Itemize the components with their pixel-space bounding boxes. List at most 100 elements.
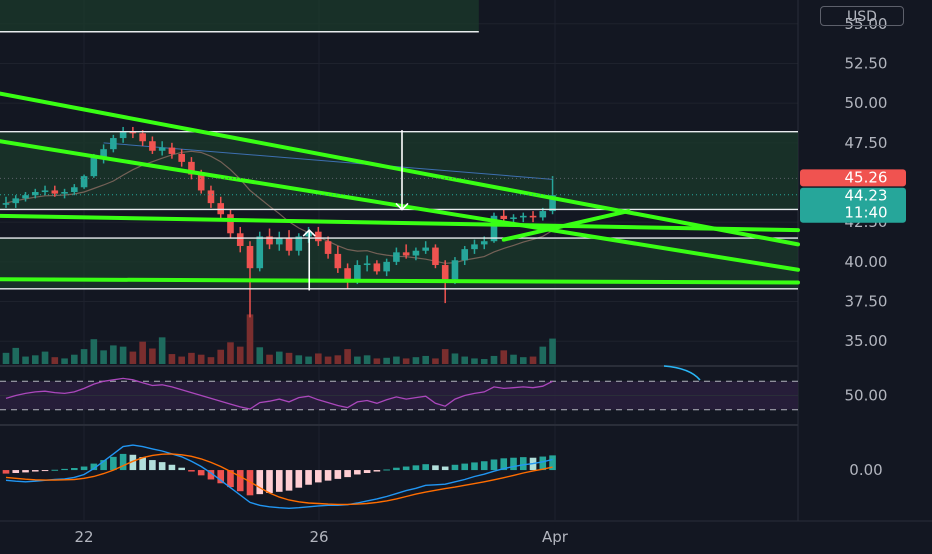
candle-body — [129, 131, 137, 134]
arrow-down-head — [395, 202, 409, 211]
macd-histogram-bar — [471, 462, 478, 471]
macd-histogram-bar — [12, 470, 20, 473]
price-tick-label: 50.00 — [845, 94, 888, 112]
rsi-overflow-stroke — [663, 365, 701, 381]
volume-bar — [236, 346, 244, 364]
macd-histogram-bar — [500, 458, 508, 471]
volume-bar — [227, 342, 234, 364]
volume-bar — [256, 347, 264, 364]
macd-histogram-bar — [90, 463, 98, 471]
volume-bar — [12, 347, 20, 364]
macd-histogram-bar — [510, 457, 517, 471]
arrow-up-head — [302, 228, 316, 237]
candle-body — [90, 157, 98, 177]
candle-body — [61, 192, 68, 194]
candle-body — [393, 252, 400, 262]
volume-bar — [71, 354, 78, 364]
candle-body — [139, 133, 146, 142]
volume-bar — [529, 356, 537, 364]
volume-bar — [266, 354, 273, 364]
high-price-badge — [800, 169, 906, 187]
candle-body — [207, 190, 215, 204]
rsi-line — [5, 377, 553, 410]
candle-body — [334, 253, 342, 269]
trend-line — [0, 277, 800, 285]
macd-histogram-bar — [207, 470, 215, 480]
volume-bar — [344, 349, 351, 364]
volume-bar — [441, 349, 449, 364]
candle-body — [519, 215, 527, 218]
candle-body — [31, 192, 39, 196]
volume-bar — [207, 357, 215, 364]
candle-body — [275, 238, 283, 245]
macd-histogram-bar — [139, 457, 146, 471]
candle-body — [12, 198, 20, 204]
macd-histogram-bar — [236, 470, 244, 492]
candle-body — [2, 203, 10, 205]
macd-histogram-bar — [490, 459, 498, 471]
volume-bar — [334, 355, 342, 364]
candle-body — [285, 238, 293, 251]
volume-bar — [402, 358, 410, 364]
candle-body — [373, 263, 381, 272]
candle-body — [80, 176, 88, 188]
currency-badge[interactable]: USD — [820, 6, 904, 26]
macd-histogram-bar — [119, 453, 127, 471]
macd-tick-label: 0.00 — [849, 461, 882, 479]
candle-body — [383, 261, 390, 272]
macd-histogram-bar — [178, 467, 185, 471]
volume-bar — [22, 356, 29, 364]
rsi-tick-label: 50.00 — [845, 387, 888, 405]
candle-body — [549, 195, 556, 212]
macd-histogram-bar — [412, 465, 420, 471]
macd-histogram-bar — [549, 455, 556, 471]
volume-bar — [188, 352, 195, 364]
volume-bar — [490, 355, 498, 364]
price-tick-label: 52.50 — [845, 54, 888, 72]
macd-histogram-bar — [275, 470, 283, 492]
candle-body — [188, 161, 195, 175]
last-price-badge — [800, 187, 906, 223]
candle-body — [480, 241, 488, 245]
high-price-label: 45.26 — [845, 168, 888, 186]
macd-histogram-bar — [227, 470, 234, 488]
macd-histogram-bar — [393, 467, 400, 471]
volume-bar — [2, 352, 10, 364]
volume-bar — [80, 349, 88, 364]
volume-bar — [500, 350, 508, 364]
candle-body — [344, 268, 351, 280]
candle-body — [246, 245, 254, 269]
candle-body — [539, 211, 547, 218]
price-tick-label: 47.50 — [845, 134, 888, 152]
price-tick-label: 40.00 — [845, 253, 888, 271]
candle-body — [41, 190, 49, 193]
candle-body — [510, 217, 517, 219]
moving-average-line — [5, 150, 553, 264]
price-tick-label: 37.50 — [845, 293, 888, 311]
volume-bar — [217, 349, 225, 364]
volume-bar — [510, 354, 517, 364]
candle-body — [110, 138, 117, 150]
candle-body — [227, 214, 234, 234]
candle-body — [256, 236, 264, 269]
macd-histogram-bar — [256, 470, 264, 495]
candle-body — [432, 247, 439, 266]
candle-body — [441, 265, 449, 280]
volume-bar — [90, 339, 98, 364]
trend-line — [0, 91, 800, 247]
candle-body — [324, 241, 332, 254]
macd-histogram-bar — [451, 464, 459, 471]
volume-bar — [41, 351, 49, 364]
volume-bar — [275, 351, 283, 364]
volume-bar — [285, 352, 293, 364]
candle-body — [100, 149, 107, 158]
signal-line — [5, 453, 553, 506]
macd-histogram-bar — [422, 464, 429, 471]
volume-bar — [324, 356, 332, 364]
candle-body — [315, 231, 322, 242]
candle-body — [490, 215, 498, 242]
macd-histogram-bar — [266, 470, 273, 493]
macd-histogram-bar — [217, 470, 225, 484]
macd-histogram-bar — [315, 470, 322, 483]
